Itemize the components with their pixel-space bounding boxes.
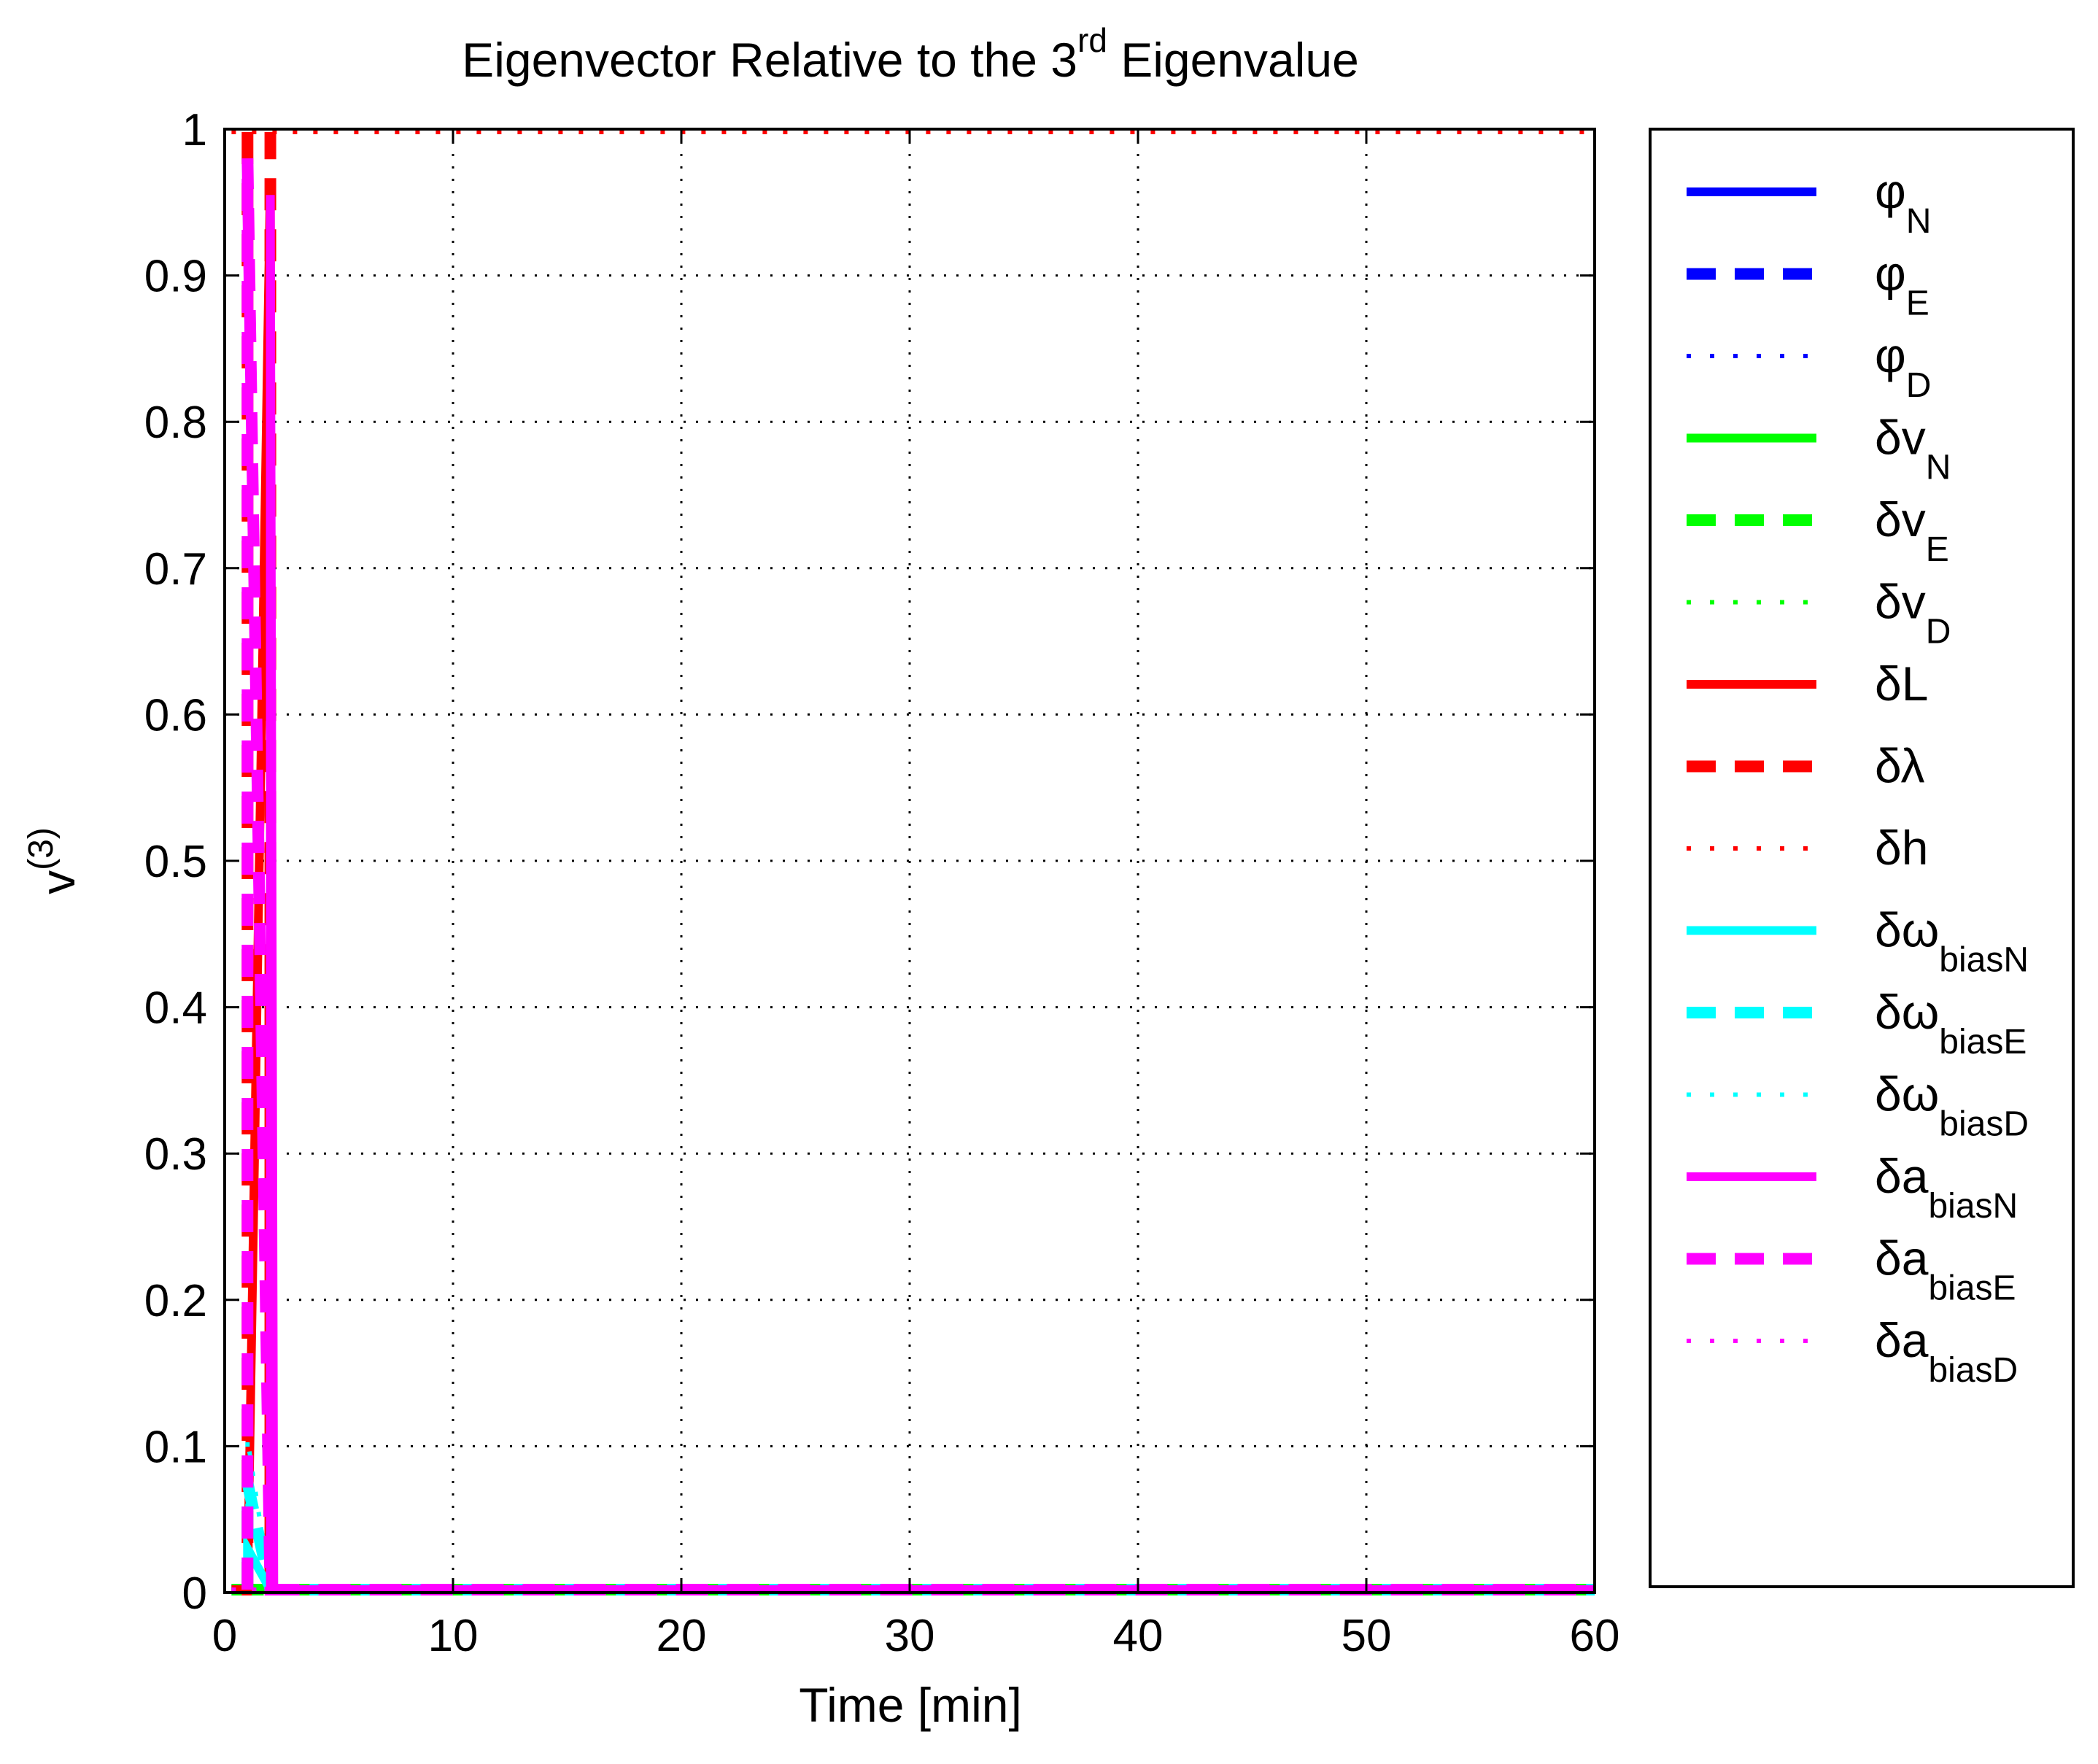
x-tick-label: 10 bbox=[428, 1611, 479, 1661]
legend-label-base: δa bbox=[1875, 1149, 1929, 1203]
legend-label-base: φ bbox=[1875, 247, 1906, 301]
legend-label-base: δv bbox=[1875, 492, 1926, 546]
y-tick-label: 0.6 bbox=[144, 690, 207, 740]
series-line-12 bbox=[245, 1438, 1595, 1592]
legend-label-sub: biasD bbox=[1939, 1105, 2029, 1144]
legend-item-2: φE bbox=[1687, 247, 1929, 323]
legend-item-7: δL bbox=[1687, 657, 1928, 711]
y-tick-label: 0 bbox=[182, 1568, 207, 1619]
chart-title-superscript: rd bbox=[1077, 21, 1107, 59]
y-tick-label: 0.4 bbox=[144, 983, 207, 1034]
x-tick-label: 0 bbox=[212, 1611, 237, 1661]
chart-title-main: Eigenvector Relative to the 3 bbox=[462, 33, 1077, 87]
legend-label: δh bbox=[1875, 821, 1928, 875]
y-tick-labels: 0 0.1 0.2 0.3 0.4 0.5 0.6 0.7 0.8 0.9 1 bbox=[144, 105, 207, 1619]
series-line-13 bbox=[266, 195, 1595, 1594]
y-tick-label: 0.2 bbox=[144, 1276, 207, 1326]
legend-label: φD bbox=[1875, 328, 1931, 405]
legend-label-sub: biasN bbox=[1928, 1187, 2018, 1226]
legend-box bbox=[1649, 128, 2075, 1588]
legend-label: δλ bbox=[1875, 739, 1924, 793]
legend-label: δωbiasN bbox=[1875, 903, 2029, 980]
legend-label-sub: N bbox=[1906, 202, 1932, 241]
legend-label: δvE bbox=[1875, 492, 1949, 569]
legend-label-sub: D bbox=[1926, 613, 1951, 651]
series-line-11 bbox=[241, 1481, 1595, 1595]
legend-label-base: δω bbox=[1875, 985, 1939, 1039]
chart-title: Eigenvector Relative to the 3rd Eigenval… bbox=[462, 21, 1359, 87]
y-tick-label: 0.5 bbox=[144, 837, 207, 887]
y-tick-label: 0.3 bbox=[144, 1129, 207, 1180]
y-tick-label: 0.7 bbox=[144, 544, 207, 595]
legend-label-base: δa bbox=[1875, 1313, 1929, 1367]
legend-item-8: δλ bbox=[1687, 739, 1924, 793]
legend-label: φE bbox=[1875, 247, 1929, 323]
legend-label-base: δω bbox=[1875, 1067, 1939, 1121]
legend-item-13: δabiasN bbox=[1687, 1149, 2018, 1226]
legend-label-base: φ bbox=[1875, 328, 1906, 382]
legend-label: φN bbox=[1875, 164, 1931, 241]
legend-item-10: δωbiasN bbox=[1687, 903, 2029, 980]
legend-label-base: δv bbox=[1875, 411, 1926, 465]
x-tick-label: 20 bbox=[657, 1611, 707, 1661]
y-axis-label: v(3) bbox=[22, 827, 85, 894]
legend-item-1: φN bbox=[1687, 164, 1931, 241]
legend-item-12: δωbiasD bbox=[1687, 1067, 2029, 1144]
x-tick-labels: 0 10 20 30 40 50 60 bbox=[212, 1611, 1620, 1661]
series-layer bbox=[231, 130, 1595, 1595]
legend-label-sub: biasE bbox=[1939, 1023, 2027, 1061]
grid bbox=[225, 129, 1595, 1593]
legend-item-5: δvE bbox=[1687, 492, 1949, 569]
legend-label-sub: biasD bbox=[1928, 1351, 2018, 1390]
y-tick-label: 0.8 bbox=[144, 398, 207, 448]
legend-label-base: δh bbox=[1875, 821, 1928, 875]
legend-label-sub: E bbox=[1906, 285, 1929, 323]
legend-label-base: δv bbox=[1875, 575, 1926, 629]
legend: φNφEφDδvNδvEδvDδLδλδhδωbiasNδωbiasEδωbia… bbox=[1649, 128, 2075, 1588]
x-tick-label: 40 bbox=[1113, 1611, 1164, 1661]
legend-label-sub: biasE bbox=[1928, 1269, 2016, 1308]
series-line-10 bbox=[243, 1531, 1595, 1594]
legend-label: δvD bbox=[1875, 575, 1951, 651]
legend-label-base: δω bbox=[1875, 903, 1939, 957]
legend-label: δL bbox=[1875, 657, 1928, 711]
legend-item-4: δvN bbox=[1687, 411, 1951, 487]
y-axis-label-superscript: (3) bbox=[22, 827, 61, 870]
legend-item-3: φD bbox=[1687, 328, 1931, 405]
legend-label-sub: D bbox=[1906, 366, 1932, 405]
legend-label: δωbiasD bbox=[1875, 1067, 2029, 1144]
legend-item-11: δωbiasE bbox=[1687, 985, 2027, 1061]
legend-label: δabiasN bbox=[1875, 1149, 2018, 1226]
y-tick-label: 0.1 bbox=[144, 1422, 207, 1472]
legend-label: δωbiasE bbox=[1875, 985, 2027, 1061]
ticks bbox=[223, 128, 1596, 1594]
y-tick-label: 1 bbox=[182, 105, 207, 155]
legend-label: δabiasD bbox=[1875, 1313, 2018, 1390]
legend-label-sub: N bbox=[1926, 449, 1951, 487]
legend-item-15: δabiasD bbox=[1687, 1313, 2018, 1390]
legend-label-base: δλ bbox=[1875, 739, 1924, 793]
x-tick-label: 60 bbox=[1570, 1611, 1620, 1661]
series-line-7 bbox=[231, 180, 1595, 1594]
chart-title-rest: Eigenvalue bbox=[1107, 33, 1359, 87]
legend-item-9: δh bbox=[1687, 821, 1928, 875]
legend-label-base: δa bbox=[1875, 1231, 1929, 1285]
legend-label-base: φ bbox=[1875, 164, 1906, 218]
legend-label: δabiasE bbox=[1875, 1231, 2016, 1308]
legend-label-base: δL bbox=[1875, 657, 1928, 711]
legend-label-sub: biasN bbox=[1939, 941, 2029, 980]
legend-item-14: δabiasE bbox=[1687, 1231, 2016, 1308]
legend-label: δvN bbox=[1875, 411, 1951, 487]
x-tick-label: 30 bbox=[885, 1611, 935, 1661]
series-line-14 bbox=[241, 158, 1595, 1595]
x-tick-label: 50 bbox=[1342, 1611, 1392, 1661]
y-axis-label-base: v bbox=[31, 870, 85, 894]
y-tick-label: 0.9 bbox=[144, 252, 207, 302]
x-axis-label: Time [min] bbox=[799, 1678, 1022, 1732]
legend-item-6: δvD bbox=[1687, 575, 1951, 651]
legend-items: φNφEφDδvNδvEδvDδLδλδhδωbiasNδωbiasEδωbia… bbox=[1687, 164, 2029, 1390]
legend-label-sub: E bbox=[1926, 530, 1949, 569]
